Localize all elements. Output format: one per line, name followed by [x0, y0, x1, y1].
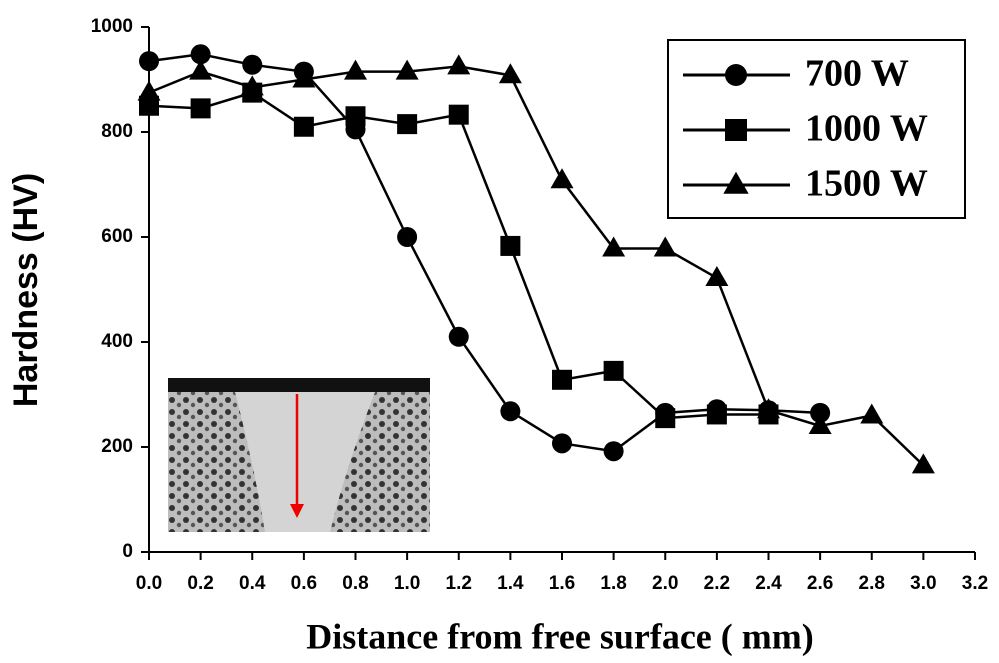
- marker: [810, 402, 831, 423]
- marker: [240, 75, 264, 96]
- marker: [602, 236, 626, 257]
- x-tick-label: 0.6: [291, 573, 317, 594]
- x-tick-label: 2.2: [704, 573, 730, 594]
- marker: [706, 404, 727, 425]
- y-tick-label: 800: [101, 121, 133, 142]
- legend-marker: [725, 64, 747, 86]
- legend-label: 700 W: [805, 53, 909, 95]
- y-tick-label: 1000: [91, 16, 133, 37]
- x-tick-label: 2.4: [755, 573, 782, 594]
- x-axis-label: Distance from free surface ( mm): [306, 616, 813, 656]
- x-tick-label: 0.0: [136, 573, 162, 594]
- marker: [500, 235, 521, 256]
- x-tick-label: 0.2: [187, 573, 213, 594]
- x-tick-label: 0.4: [239, 573, 266, 594]
- marker: [242, 54, 263, 75]
- marker: [500, 401, 521, 422]
- marker: [137, 80, 161, 101]
- marker: [345, 106, 366, 127]
- x-tick-label: 2.0: [652, 573, 678, 594]
- marker: [655, 408, 676, 429]
- marker: [603, 441, 624, 462]
- legend-marker: [725, 119, 747, 141]
- marker: [190, 44, 211, 65]
- marker: [189, 59, 213, 80]
- marker: [447, 54, 471, 75]
- marker: [705, 265, 729, 286]
- x-tick-label: 3.2: [962, 573, 988, 594]
- inset-micrograph: [168, 378, 430, 532]
- legend-label: 1500 W: [805, 163, 928, 205]
- marker: [653, 236, 677, 257]
- marker: [397, 114, 418, 135]
- marker: [911, 453, 935, 474]
- y-tick-label: 400: [101, 331, 133, 352]
- x-tick-label: 2.8: [859, 573, 885, 594]
- y-tick-label: 0: [122, 541, 133, 562]
- y-tick-label: 200: [101, 436, 133, 457]
- marker: [293, 116, 314, 137]
- marker: [448, 104, 469, 125]
- x-tick-label: 2.6: [807, 573, 833, 594]
- marker: [139, 95, 159, 116]
- marker: [757, 398, 780, 419]
- marker: [395, 59, 419, 80]
- x-tick-label: 1.2: [446, 573, 472, 594]
- marker: [550, 168, 574, 189]
- marker: [860, 403, 884, 424]
- marker: [139, 51, 159, 72]
- marker: [808, 414, 832, 434]
- marker: [292, 67, 316, 88]
- legend-label: 1000 W: [805, 108, 928, 150]
- x-tick-label: 1.8: [600, 573, 626, 594]
- marker: [397, 227, 418, 247]
- x-tick-label: 3.0: [910, 573, 936, 594]
- x-tick-label: 1.0: [394, 573, 420, 594]
- series-line: [148, 65, 925, 467]
- y-tick-label: 600: [101, 226, 133, 247]
- x-tick-label: 1.6: [549, 573, 575, 594]
- marker: [498, 63, 522, 84]
- marker: [552, 369, 572, 390]
- marker: [552, 433, 572, 454]
- x-tick-label: 1.4: [497, 573, 524, 594]
- marker: [344, 59, 367, 80]
- y-axis-label: Hardness (HV): [7, 173, 45, 407]
- x-tick-label: 0.8: [342, 573, 368, 594]
- marker: [603, 360, 624, 381]
- marker: [190, 98, 211, 119]
- marker: [448, 326, 469, 347]
- legend-marker: [723, 171, 749, 194]
